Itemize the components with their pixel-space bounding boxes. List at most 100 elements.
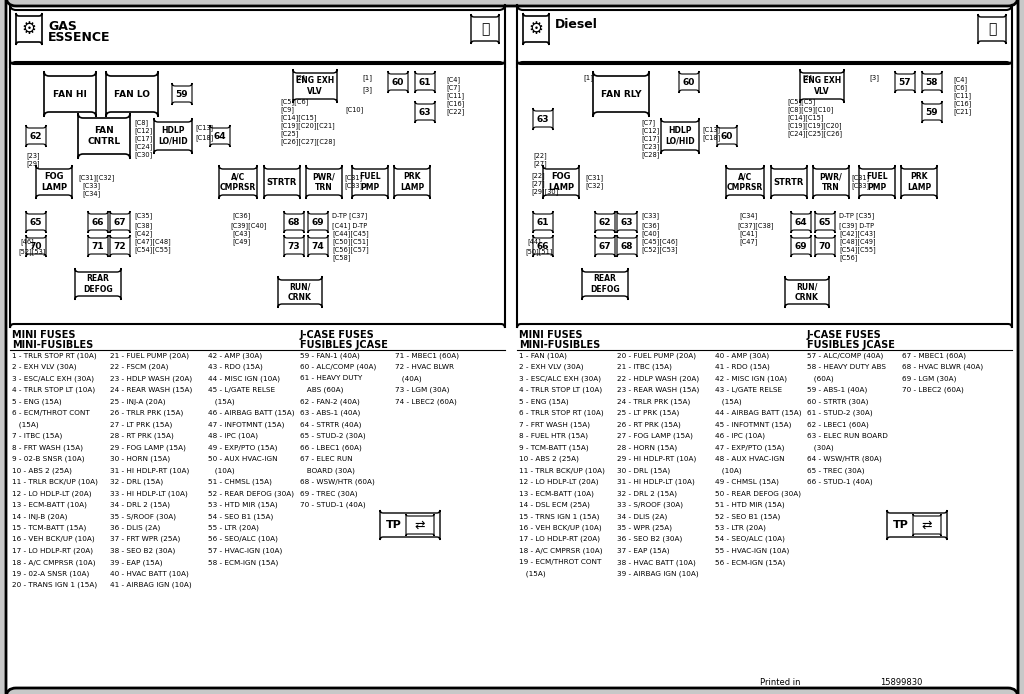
Text: 55 - HVAC-IGN (10A): 55 - HVAC-IGN (10A) [715,548,790,554]
Text: [C11]: [C11] [953,92,971,99]
Text: STRTR: STRTR [267,178,297,187]
FancyBboxPatch shape [595,211,615,233]
Text: [C41]: [C41] [739,230,758,237]
Text: 57: 57 [899,78,911,87]
Text: 1 - TRLR STOP RT (10A): 1 - TRLR STOP RT (10A) [12,352,96,359]
FancyBboxPatch shape [36,165,72,199]
Text: 3 - ESC/ALC EXH (30A): 3 - ESC/ALC EXH (30A) [12,375,94,382]
FancyBboxPatch shape [154,118,193,154]
Text: [C33]: [C33] [344,182,362,189]
Text: 63: 63 [537,115,549,124]
Text: 72 - HVAC BLWR: 72 - HVAC BLWR [395,364,454,369]
FancyBboxPatch shape [662,118,699,154]
Text: TP: TP [386,520,401,530]
Text: 38 - SEO B2 (30A): 38 - SEO B2 (30A) [110,548,175,554]
Text: 61: 61 [419,78,431,87]
Text: 15 - TRNS IGN 1 (15A): 15 - TRNS IGN 1 (15A) [519,513,599,520]
Text: [3]: [3] [362,86,372,93]
Text: 70: 70 [819,242,831,251]
Text: 32 - DRL (15A): 32 - DRL (15A) [110,478,163,485]
Text: 14 - INJ-B (20A): 14 - INJ-B (20A) [12,513,68,520]
Text: FUEL
PMP: FUEL PMP [359,172,381,192]
Text: 70 - STUD-1 (40A): 70 - STUD-1 (40A) [300,502,366,508]
FancyBboxPatch shape [264,165,300,199]
Text: 40 - HVAC BATT (10A): 40 - HVAC BATT (10A) [110,570,188,577]
FancyBboxPatch shape [415,101,435,123]
Text: (15A): (15A) [715,398,741,405]
FancyBboxPatch shape [88,211,108,233]
FancyBboxPatch shape [219,165,257,199]
Text: 25 - LT PRK (15A): 25 - LT PRK (15A) [617,409,679,416]
FancyBboxPatch shape [308,235,328,257]
Text: 51 - CHMSL (15A): 51 - CHMSL (15A) [208,478,272,485]
Text: 33 - S/ROOF (30A): 33 - S/ROOF (30A) [617,502,683,508]
Text: 60 - ALC/COMP (40A): 60 - ALC/COMP (40A) [300,364,376,370]
FancyBboxPatch shape [534,108,553,130]
FancyBboxPatch shape [75,268,121,300]
Text: [C28]: [C28] [641,151,659,158]
Text: 15 - TCM-BATT (15A): 15 - TCM-BATT (15A) [12,525,86,531]
FancyBboxPatch shape [394,165,430,199]
FancyBboxPatch shape [534,211,553,233]
Text: 5 - ENG (15A): 5 - ENG (15A) [519,398,568,405]
Text: 54 - SEO B1 (15A): 54 - SEO B1 (15A) [208,513,273,520]
Text: (40A): (40A) [395,375,422,382]
Text: 70 - LBEC2 (60A): 70 - LBEC2 (60A) [902,387,964,393]
Text: 47 - EXP/PTO (15A): 47 - EXP/PTO (15A) [715,444,784,450]
Text: 47 - INFOTMNT (15A): 47 - INFOTMNT (15A) [208,421,285,428]
Text: 37 - EAP (15A): 37 - EAP (15A) [617,548,670,554]
Text: 39 - AIRBAG IGN (10A): 39 - AIRBAG IGN (10A) [617,570,698,577]
Text: 6 - ECM/THROT CONT: 6 - ECM/THROT CONT [12,409,90,416]
Text: [C42][C43]: [C42][C43] [839,230,876,237]
Text: (15A): (15A) [519,570,546,577]
Text: 8 - FUEL HTR (15A): 8 - FUEL HTR (15A) [519,432,588,439]
Text: 22 - HDLP WASH (20A): 22 - HDLP WASH (20A) [617,375,699,382]
Text: 66 - STUD-1 (40A): 66 - STUD-1 (40A) [807,478,872,485]
Text: FUEL
PMP: FUEL PMP [866,172,888,192]
Text: PWR/
TRN: PWR/ TRN [819,172,843,192]
Text: [52][53]: [52][53] [18,248,45,255]
Text: 32 - DRL 2 (15A): 32 - DRL 2 (15A) [617,490,677,496]
Text: 65 - TREC (30A): 65 - TREC (30A) [807,467,864,473]
Text: 63: 63 [621,217,633,226]
FancyBboxPatch shape [815,211,835,233]
Text: HDLP
LO/HID: HDLP LO/HID [666,126,695,146]
FancyBboxPatch shape [106,71,158,117]
Text: [C35]: [C35] [134,212,153,219]
Text: [C17]: [C17] [134,135,153,142]
Text: [1]: [1] [583,74,593,81]
Text: 46 - AIRBAG BATT (15A): 46 - AIRBAG BATT (15A) [208,409,295,416]
Text: 4 - TRLR STOP LT (10A): 4 - TRLR STOP LT (10A) [12,387,95,393]
FancyBboxPatch shape [406,514,434,536]
Text: 41 - AIRBAG IGN (10A): 41 - AIRBAG IGN (10A) [110,582,191,589]
Text: 30 - DRL (15A): 30 - DRL (15A) [617,467,670,473]
FancyBboxPatch shape [800,69,844,103]
Text: 73: 73 [288,242,300,251]
Text: FAN HI: FAN HI [53,90,87,99]
Text: 65: 65 [819,217,831,226]
Text: 53 - LTR (20A): 53 - LTR (20A) [715,525,766,531]
Text: [C39] D-TP: [C39] D-TP [839,222,874,229]
Text: 43 - RDO (15A): 43 - RDO (15A) [208,364,263,370]
Text: [C23]: [C23] [641,143,659,150]
Text: 66 - LBEC1 (60A): 66 - LBEC1 (60A) [300,444,361,450]
Text: [C5][C6]: [C5][C6] [280,98,308,105]
Text: 14 - DSL ECM (25A): 14 - DSL ECM (25A) [519,502,590,508]
Text: REAR
DEFOG: REAR DEFOG [590,274,620,294]
Text: 38 - HVAC BATT (10A): 38 - HVAC BATT (10A) [617,559,695,566]
Text: 59 - ABS-1 (40A): 59 - ABS-1 (40A) [807,387,867,393]
Text: [C47]: [C47] [739,238,758,245]
Text: 58 - ECM-IGN (15A): 58 - ECM-IGN (15A) [208,559,279,566]
Text: 72: 72 [114,242,126,251]
Text: 36 - DLIS (2A): 36 - DLIS (2A) [110,525,160,531]
Text: 54 - SEO/ALC (10A): 54 - SEO/ALC (10A) [715,536,784,543]
Text: 61: 61 [537,217,549,226]
Text: MINI FUSES: MINI FUSES [12,330,76,340]
Text: 48 - AUX HVAC-IGN: 48 - AUX HVAC-IGN [715,455,784,462]
Text: 69 - TREC (30A): 69 - TREC (30A) [300,490,357,496]
Text: [C48][C49]: [C48][C49] [839,238,876,245]
Text: 48 - IPC (10A): 48 - IPC (10A) [208,432,258,439]
Text: [C33]: [C33] [641,212,659,219]
Text: 57 - HVAC-IGN (10A): 57 - HVAC-IGN (10A) [208,548,283,554]
Text: 67: 67 [599,242,611,251]
